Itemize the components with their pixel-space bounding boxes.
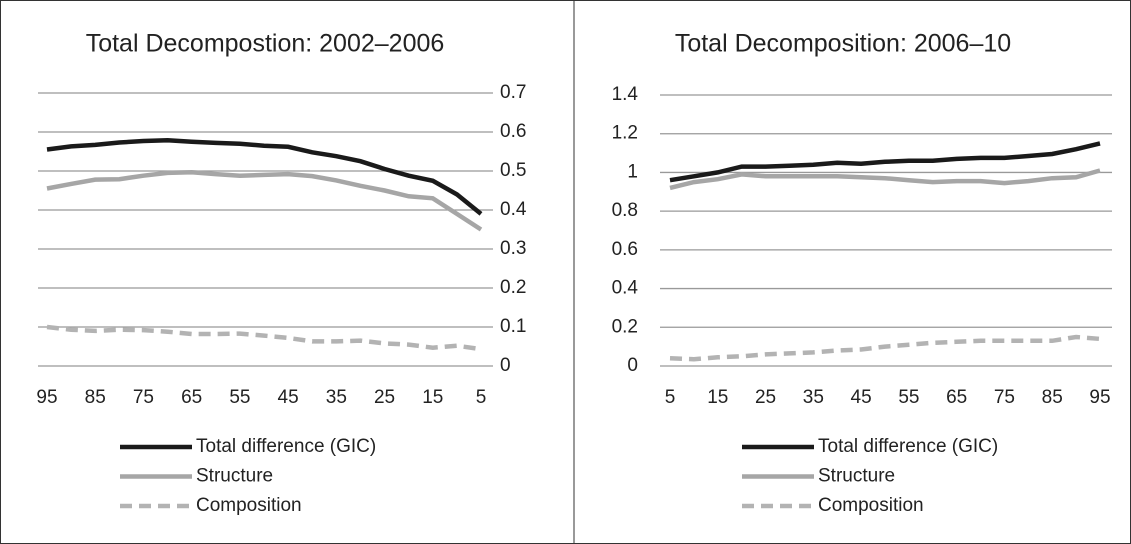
x-tick-label: 55 (898, 387, 919, 408)
x-tick-label: 15 (422, 387, 443, 408)
legend-label: Structure (818, 466, 895, 487)
x-tick-label: 25 (374, 387, 395, 408)
x-tick-label: 95 (36, 387, 57, 408)
y-tick-label: 0 (627, 355, 638, 376)
y-tick-label: 1.2 (612, 123, 638, 144)
y-tick-label: 0 (500, 355, 511, 376)
x-tick-label: 45 (278, 387, 299, 408)
y-tick-label: 0.3 (500, 238, 526, 259)
series-line (669, 141, 1101, 183)
y-tick-label: 1.4 (612, 84, 639, 105)
legend-label: Structure (196, 466, 273, 487)
legend-label: Composition (818, 495, 924, 516)
series-line (669, 168, 1101, 191)
legend-label: Total difference (GIC) (196, 436, 376, 457)
legend-label: Composition (196, 495, 302, 516)
x-tick-label: 25 (755, 387, 776, 408)
x-tick-label: 65 (946, 387, 967, 408)
series-line (46, 324, 482, 352)
y-tick-label: 0.1 (500, 316, 526, 337)
chart-title: Total Decompostion: 2002–2006 (86, 30, 445, 58)
x-tick-label: 45 (851, 387, 872, 408)
x-tick-label: 35 (803, 387, 824, 408)
x-tick-label: 35 (326, 387, 347, 408)
x-tick-label: 5 (476, 387, 487, 408)
x-tick-label: 65 (181, 387, 202, 408)
y-tick-label: 0.7 (500, 82, 526, 103)
y-tick-label: 0.2 (612, 316, 638, 337)
y-tick-label: 1 (627, 161, 638, 182)
x-tick-label: 75 (133, 387, 154, 408)
series-line (46, 137, 483, 216)
x-tick-label: 85 (1042, 387, 1063, 408)
x-tick-label: 15 (707, 387, 728, 408)
x-tick-label: 5 (665, 387, 676, 408)
chart-title: Total Decomposition: 2006–10 (675, 30, 1011, 58)
y-tick-label: 0.6 (500, 121, 526, 142)
x-tick-label: 75 (994, 387, 1015, 408)
y-tick-label: 0.4 (500, 199, 527, 220)
x-tick-label: 85 (85, 387, 106, 408)
y-tick-label: 0.8 (612, 200, 638, 221)
series-line (46, 169, 483, 232)
y-tick-label: 0.5 (500, 160, 526, 181)
y-tick-label: 0.2 (500, 277, 526, 298)
y-tick-label: 0.4 (612, 278, 639, 299)
y-tick-label: 0.6 (612, 239, 638, 260)
x-tick-label: 55 (229, 387, 250, 408)
legend-label: Total difference (GIC) (818, 436, 998, 457)
x-tick-label: 95 (1089, 387, 1110, 408)
series-line (669, 334, 1101, 362)
